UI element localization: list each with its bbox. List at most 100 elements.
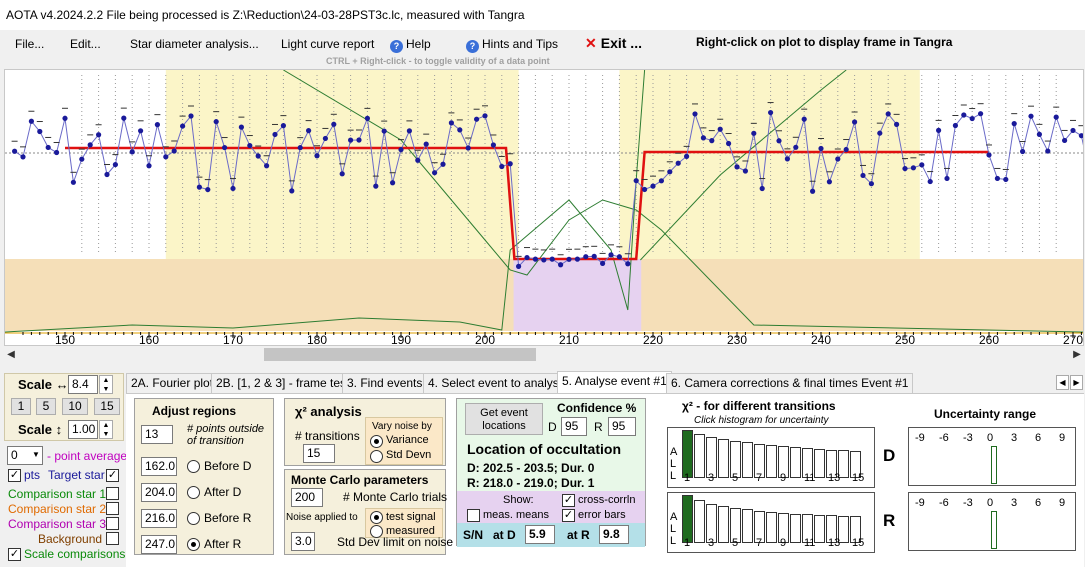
stddevn-radio[interactable]: [370, 450, 383, 463]
tab-frame-test[interactable]: 2B. [1, 2 & 3] - frame test: [211, 373, 355, 393]
hist-bar[interactable]: [814, 449, 825, 478]
hist-bar[interactable]: [718, 439, 729, 478]
data-point: [96, 132, 102, 138]
confidence-d-select[interactable]: 95: [561, 417, 587, 436]
mc-trials-input[interactable]: 200: [291, 488, 323, 507]
tab-fourier[interactable]: 2A. Fourier plot: [126, 373, 219, 393]
hist-bar[interactable]: [694, 499, 705, 543]
plot-scrollbar[interactable]: ◀ ▶: [4, 346, 1084, 363]
tab-analyse-event[interactable]: 5. Analyse event #1: [557, 371, 672, 393]
error-bars-checkbox[interactable]: ✓: [562, 509, 575, 522]
target-star-checkbox[interactable]: ✓: [106, 469, 119, 482]
menu-exit[interactable]: ✕ Exit ...: [585, 35, 642, 52]
transitions-input[interactable]: 15: [303, 444, 335, 463]
hist-bar[interactable]: [802, 448, 813, 478]
points-outside-input[interactable]: 13: [141, 425, 173, 444]
meas-means-checkbox[interactable]: [467, 509, 480, 522]
before-d-radio[interactable]: [187, 460, 200, 473]
x-tick-label: 250: [895, 333, 915, 345]
tab-left-icon[interactable]: ◀: [1056, 375, 1069, 390]
cross-corrln-checkbox[interactable]: ✓: [562, 494, 575, 507]
hist-bar[interactable]: [706, 503, 717, 543]
hist-bar[interactable]: [730, 507, 741, 543]
light-curve-plot[interactable]: 150 160 170 180 190 200 210 220 230 240 250 260 270: [4, 69, 1084, 346]
hist-bar[interactable]: [766, 445, 777, 478]
hist-bar[interactable]: [838, 515, 849, 543]
target-star-label: Target star: [48, 468, 105, 482]
variance-radio[interactable]: [370, 435, 383, 448]
tab-find-events[interactable]: 3. Find events: [342, 373, 428, 393]
hist-bar[interactable]: [754, 443, 765, 478]
hist-bar[interactable]: [742, 509, 753, 543]
hist-d[interactable]: A L L 1 3 5 7 9 11 13 15: [667, 427, 875, 488]
data-point: [112, 161, 118, 168]
scale-h-spinner[interactable]: ▲ ▼: [99, 375, 113, 394]
after-r-input[interactable]: 247.0: [141, 535, 177, 554]
hist-tick-label: 5: [732, 472, 739, 484]
hist-bar[interactable]: [790, 447, 801, 478]
scale-preset-10[interactable]: 10: [62, 398, 88, 415]
comp1-checkbox[interactable]: [106, 487, 119, 500]
hist-bar[interactable]: [802, 514, 813, 543]
scroll-thumb[interactable]: [264, 348, 536, 361]
menu-file[interactable]: File...: [15, 37, 45, 51]
point-average-select[interactable]: 0: [7, 446, 43, 465]
before-d-input[interactable]: 162.0: [141, 457, 177, 476]
scale-comparisons-checkbox[interactable]: ✓: [8, 548, 21, 561]
hist-bar[interactable]: [814, 514, 825, 543]
tab-camera-corrections[interactable]: 6. Camera corrections & final times Even…: [666, 373, 914, 393]
menu-light-curve-report[interactable]: Light curve report: [281, 37, 375, 51]
hist-bar[interactable]: [838, 450, 849, 478]
hist-r[interactable]: A L L 1 3 5 7 9 11 13 15: [667, 492, 875, 553]
hist-bar[interactable]: [826, 515, 837, 543]
scale-preset-15[interactable]: 15: [94, 398, 120, 415]
hist-bar[interactable]: [742, 442, 753, 478]
hist-bar[interactable]: [790, 513, 801, 543]
hist-side-label: L: [670, 458, 677, 470]
background-checkbox[interactable]: [106, 532, 119, 545]
scale-preset-5[interactable]: 5: [36, 398, 56, 415]
menu-help[interactable]: ? Help: [390, 37, 431, 53]
after-r-radio[interactable]: [187, 538, 200, 551]
hist-bar[interactable]: [766, 511, 777, 543]
hist-bar[interactable]: [682, 495, 693, 543]
confidence-r-select[interactable]: 95: [608, 417, 636, 436]
hist-bar[interactable]: [850, 450, 861, 478]
tab-select-event[interactable]: 4. Select event to analyse: [423, 373, 571, 393]
hist-bar[interactable]: [754, 510, 765, 543]
before-r-input[interactable]: 216.0: [141, 509, 177, 528]
scale-v-spinner[interactable]: ▲ ▼: [99, 420, 113, 439]
hist-bar[interactable]: [778, 446, 789, 478]
comp3-checkbox[interactable]: [106, 517, 119, 530]
hist-bar[interactable]: [694, 433, 705, 478]
get-event-locations-button[interactable]: Get event locations: [465, 403, 543, 435]
hist-bar[interactable]: [778, 512, 789, 543]
before-d-label: Before D: [204, 459, 252, 473]
hist-bar[interactable]: [682, 430, 693, 478]
hist-bar[interactable]: [730, 441, 741, 478]
pts-checkbox[interactable]: ✓: [8, 469, 21, 482]
before-r-radio[interactable]: [187, 512, 200, 525]
comp2-checkbox[interactable]: [106, 502, 119, 515]
hist-bar[interactable]: [850, 516, 861, 543]
scroll-right-icon[interactable]: ▶: [1073, 349, 1081, 360]
hist-bar[interactable]: [826, 449, 837, 478]
test-signal-radio[interactable]: [370, 511, 383, 524]
tab-right-icon[interactable]: ▶: [1070, 375, 1083, 390]
menu-edit[interactable]: Edit...: [70, 37, 101, 51]
light-curve-svg[interactable]: 150 160 170 180 190 200 210 220 230 240 250 260 270: [5, 70, 1083, 345]
after-d-input[interactable]: 204.0: [141, 483, 177, 502]
scale-v-input[interactable]: 1.00: [68, 420, 98, 439]
measured-radio[interactable]: [370, 525, 383, 538]
hist-bar[interactable]: [718, 506, 729, 543]
menu-hints[interactable]: ? Hints and Tips: [466, 37, 558, 53]
menu-star-diameter[interactable]: Star diameter analysis...: [130, 37, 259, 51]
scroll-left-icon[interactable]: ◀: [7, 349, 15, 360]
scale-preset-1[interactable]: 1: [11, 398, 31, 415]
sd-limit-input[interactable]: 3.0: [291, 532, 315, 551]
background-label: Background: [38, 532, 103, 546]
hist-bar[interactable]: [706, 436, 717, 478]
monte-carlo-group: Monte Carlo parameters 200 # Monte Carlo…: [284, 469, 453, 555]
after-d-radio[interactable]: [187, 486, 200, 499]
scale-h-input[interactable]: 8.4: [68, 375, 98, 394]
